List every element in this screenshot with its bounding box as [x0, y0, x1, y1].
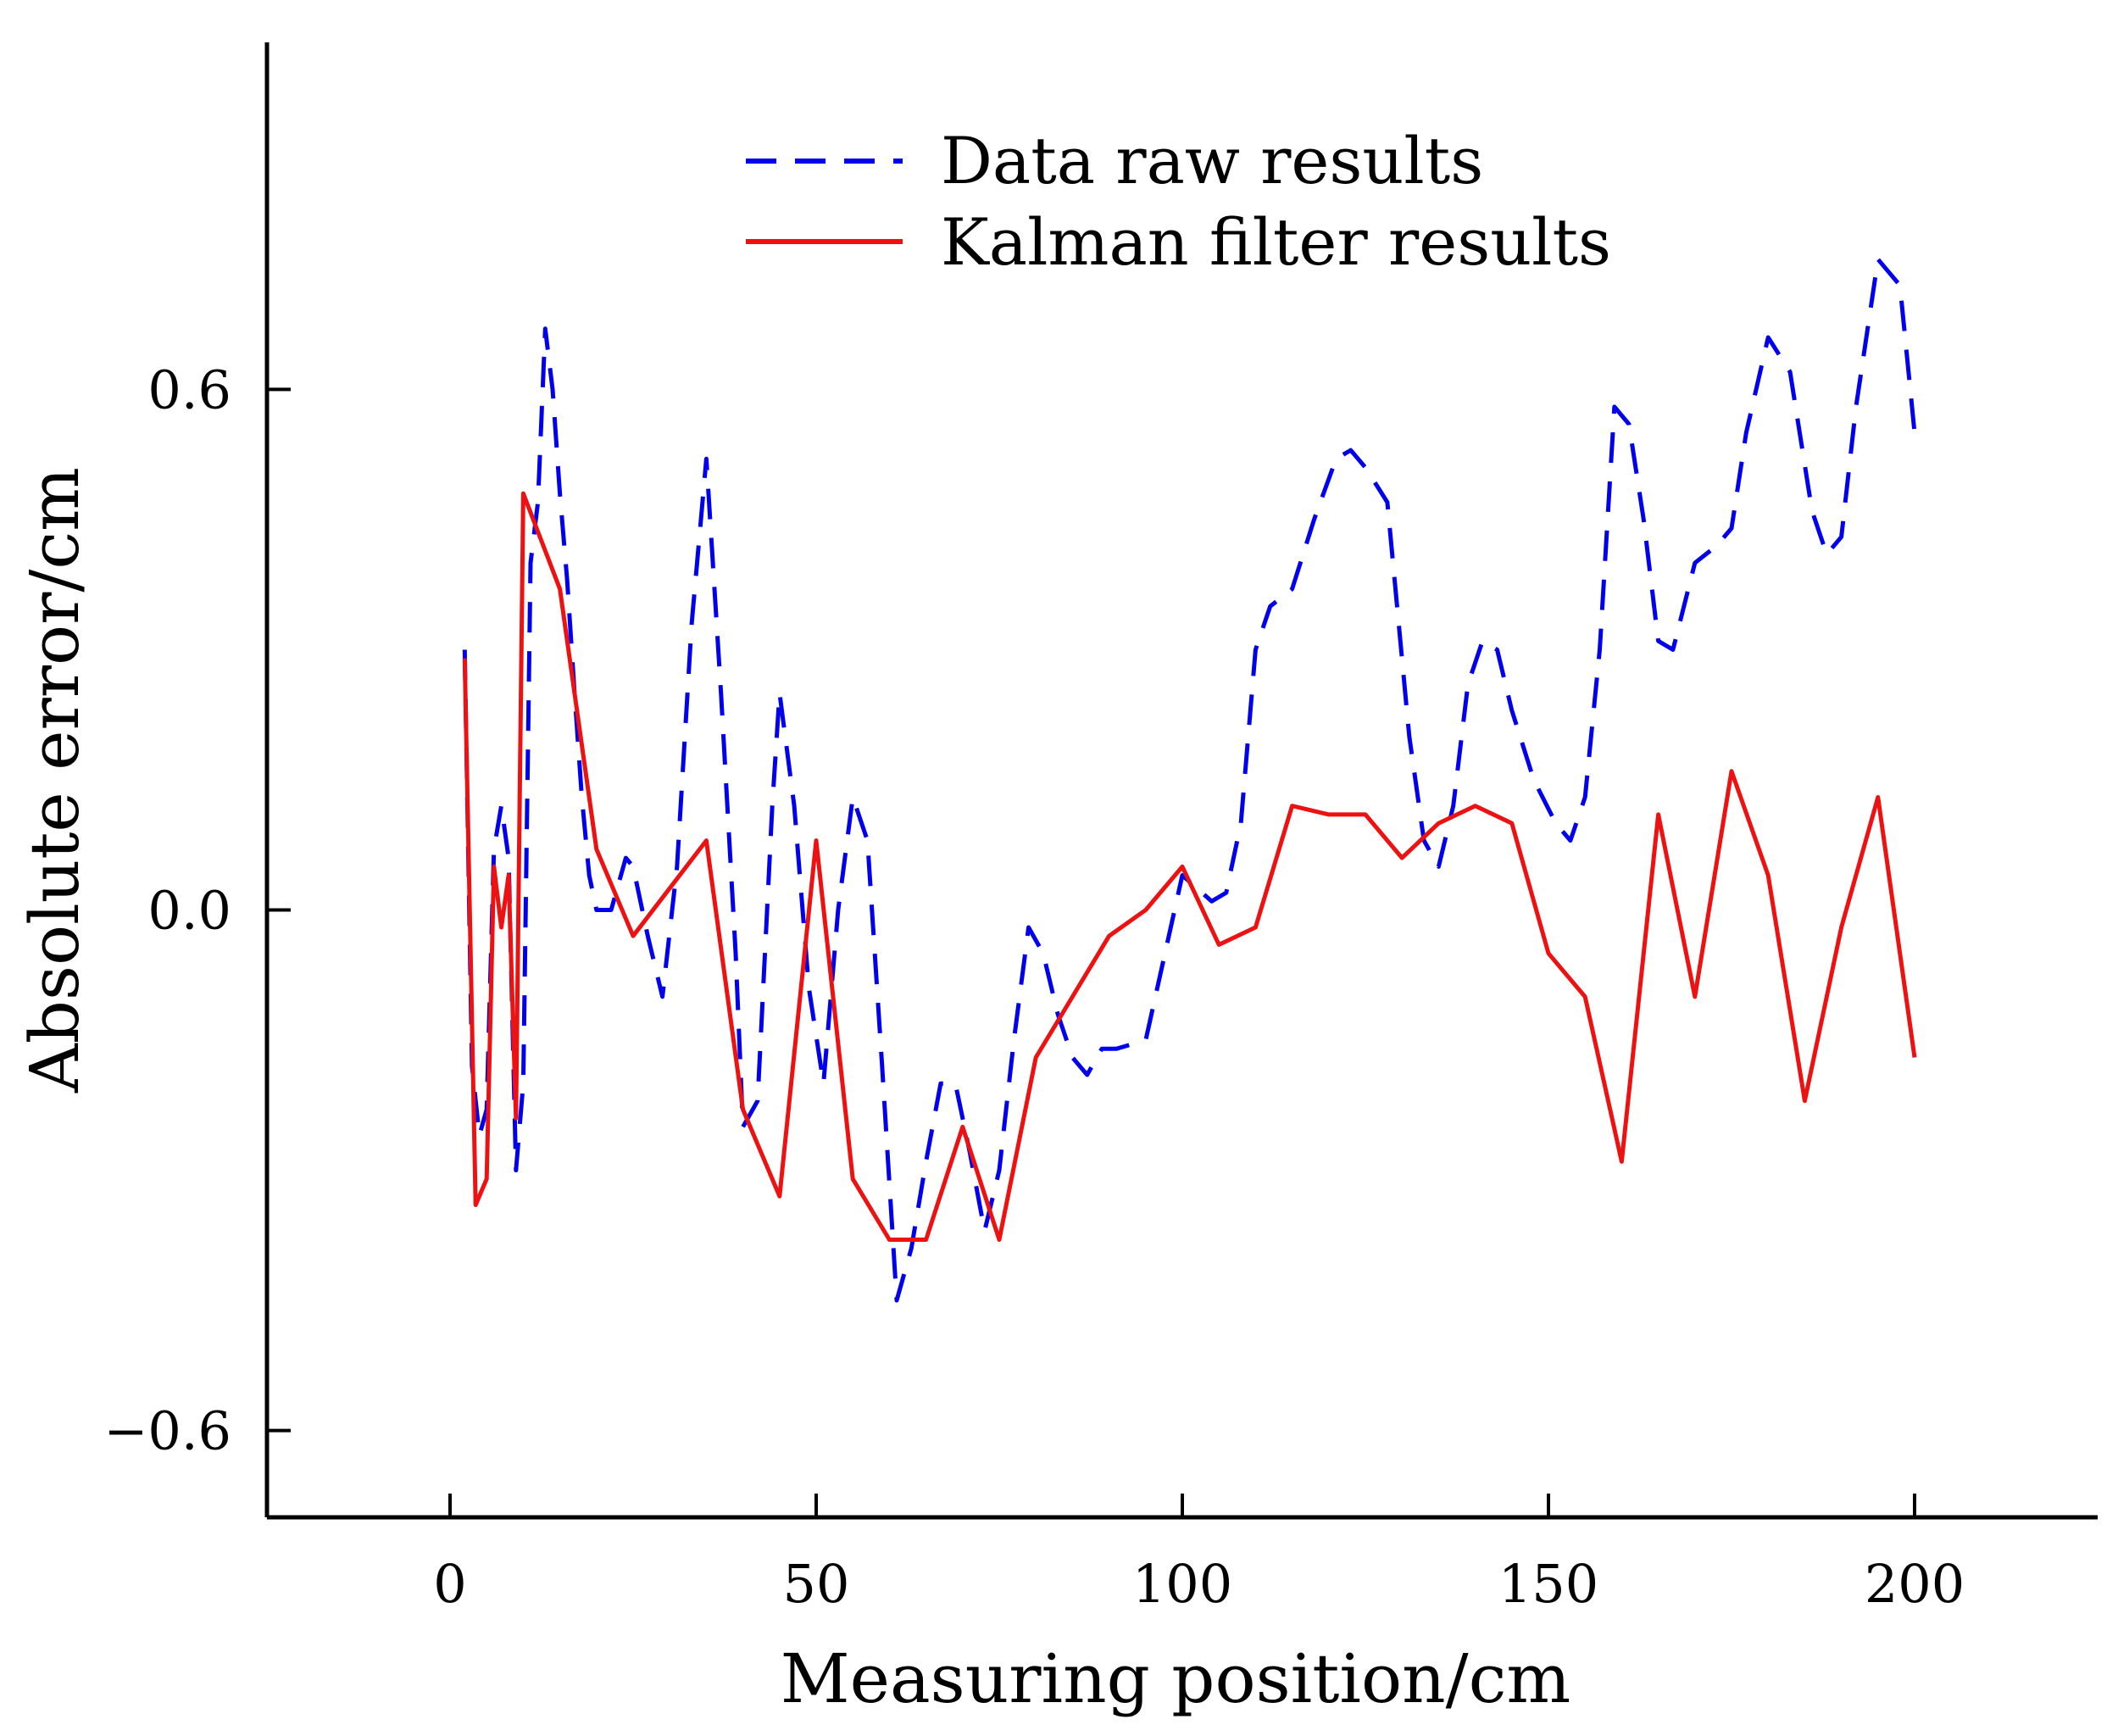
legend-label-raw: Data raw results	[941, 123, 1483, 198]
x-tick-label: 0	[433, 1553, 466, 1615]
y-tick-label: 0.0	[147, 880, 231, 942]
x-tick-label: 200	[1865, 1553, 1965, 1615]
series-line-kalman	[462, 491, 1917, 1242]
y-ticks: −0.6 0.0 0.6	[103, 359, 291, 1462]
y-axis-title: Absolute error/cm	[15, 467, 94, 1093]
series-line-raw	[462, 257, 1917, 1303]
x-tick-label: 50	[783, 1553, 850, 1615]
x-ticks: 0 50 100 150 200	[433, 1494, 1965, 1615]
y-tick-label: 0.6	[147, 359, 231, 420]
x-axis-title: Measuring position/cm	[781, 1639, 1571, 1718]
y-tick-label: −0.6	[103, 1400, 231, 1462]
x-tick-label: 100	[1132, 1553, 1232, 1615]
legend-label-kalman: Kalman filter results	[941, 204, 1611, 280]
series-layer	[462, 257, 1917, 1303]
x-tick-label: 150	[1498, 1553, 1598, 1615]
legend: Data raw results Kalman filter results	[746, 123, 1611, 280]
